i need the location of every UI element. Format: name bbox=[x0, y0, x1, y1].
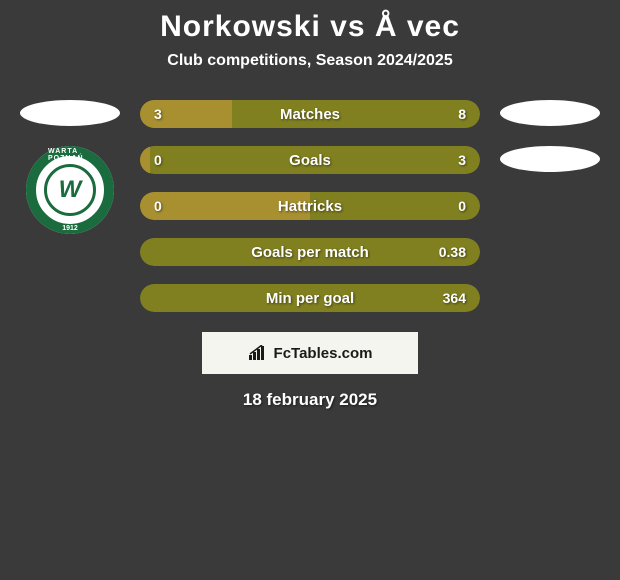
player-right-ellipse-2 bbox=[500, 146, 600, 172]
main-container: Norkowski vs Å vec Club competitions, Se… bbox=[0, 0, 620, 410]
chart-icon bbox=[248, 345, 268, 361]
player-right-ellipse-1 bbox=[500, 100, 600, 126]
logo-inner-circle: W bbox=[44, 164, 96, 216]
stat-bar: 3Matches8 bbox=[140, 100, 480, 128]
stat-right-value: 3 bbox=[458, 152, 466, 168]
content-row: WARTA POZNAŃ W 1912 3Matches80Goals30Hat… bbox=[0, 100, 620, 312]
stat-right-value: 364 bbox=[443, 290, 466, 306]
player-left-ellipse bbox=[20, 100, 120, 126]
club-logo: WARTA POZNAŃ W 1912 bbox=[26, 146, 114, 234]
stat-label: Goals bbox=[140, 152, 480, 169]
stat-right-value: 0 bbox=[458, 198, 466, 214]
brand-text: FcTables.com bbox=[274, 345, 373, 362]
page-subtitle: Club competitions, Season 2024/2025 bbox=[0, 52, 620, 70]
stat-label: Matches bbox=[140, 106, 480, 123]
logo-year: 1912 bbox=[62, 225, 78, 232]
left-column: WARTA POZNAŃ W 1912 bbox=[20, 100, 120, 234]
stat-right-value: 0.38 bbox=[439, 244, 466, 260]
stats-column: 3Matches80Goals30Hattricks0Goals per mat… bbox=[140, 100, 480, 312]
logo-letter: W bbox=[59, 176, 82, 204]
page-title: Norkowski vs Å vec bbox=[0, 10, 620, 44]
stat-right-value: 8 bbox=[458, 106, 466, 122]
stat-bar: 0Goals3 bbox=[140, 146, 480, 174]
stat-label: Min per goal bbox=[140, 290, 480, 307]
right-column bbox=[500, 100, 600, 172]
stat-bar: Goals per match0.38 bbox=[140, 238, 480, 266]
logo-club-name: WARTA POZNAŃ bbox=[48, 148, 92, 162]
stat-bar: Min per goal364 bbox=[140, 284, 480, 312]
stat-label: Hattricks bbox=[140, 198, 480, 215]
stat-bar: 0Hattricks0 bbox=[140, 192, 480, 220]
date-label: 18 february 2025 bbox=[0, 390, 620, 410]
stat-label: Goals per match bbox=[140, 244, 480, 261]
brand-badge[interactable]: FcTables.com bbox=[202, 332, 418, 374]
